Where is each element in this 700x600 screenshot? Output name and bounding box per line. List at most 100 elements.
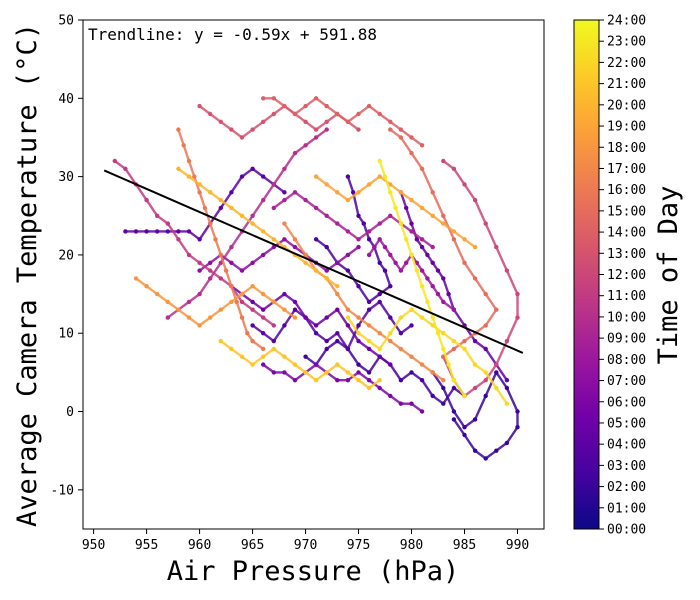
- data-trace-segment: [405, 206, 413, 225]
- data-trace-segment: [230, 230, 244, 249]
- data-trace-segment: [484, 371, 498, 390]
- x-tick-label: 950: [82, 538, 105, 553]
- colorbar-tick-label: 23:00: [607, 35, 646, 50]
- data-trace-segment: [325, 308, 339, 319]
- data-trace-segment: [346, 324, 360, 343]
- data-trace-segment: [410, 355, 424, 366]
- data-trace-segment: [208, 253, 223, 264]
- y-tick-label: 50: [58, 14, 74, 29]
- data-trace-segment: [383, 175, 392, 194]
- colorbar-tick-label: 07:00: [607, 374, 646, 389]
- data-trace-segment: [214, 238, 223, 257]
- colorbar-tick-label: 18:00: [607, 141, 646, 156]
- data-trace-segment: [346, 308, 360, 319]
- data-trace-segment: [314, 332, 328, 343]
- colorbar-tick-label: 06:00: [607, 395, 646, 410]
- x-tick-label: 965: [241, 538, 264, 553]
- data-trace-segment: [283, 308, 297, 319]
- colorbar-tick-label: 04:00: [607, 438, 646, 453]
- data-trace-segment: [442, 386, 456, 413]
- data-trace-segment: [378, 355, 392, 366]
- colorbar-tick-label: 05:00: [607, 416, 646, 431]
- data-point: [451, 307, 457, 312]
- data-trace-segment: [193, 175, 201, 194]
- data-trace-segment: [442, 332, 456, 343]
- data-trace-segment: [357, 183, 371, 194]
- data-trace-segment: [262, 183, 275, 202]
- data-trace-segment: [505, 386, 519, 413]
- colorbar-tick-label: 09:00: [607, 332, 646, 347]
- colorbar-tick-label: 10:00: [607, 310, 646, 325]
- colorbar-tick-label: 03:00: [607, 459, 646, 474]
- data-trace-segment: [336, 332, 350, 351]
- data-trace-segment: [177, 308, 191, 319]
- data-trace-segment: [219, 253, 228, 272]
- y-tick-label: 10: [58, 327, 74, 342]
- data-trace-segment: [431, 191, 445, 218]
- data-trace-segment: [389, 191, 397, 210]
- data-trace-segment: [187, 253, 201, 264]
- data-trace-segment: [389, 363, 403, 382]
- data-trace-segment: [383, 269, 392, 288]
- data-trace-segment: [484, 363, 498, 382]
- data-trace-segment: [357, 332, 371, 343]
- data-trace-segment: [187, 230, 201, 241]
- data-trace-segment: [283, 104, 297, 116]
- data-trace-segment: [420, 167, 434, 194]
- x-tick-label: 955: [135, 538, 158, 553]
- data-trace-segment: [293, 238, 307, 257]
- data-trace-segment: [452, 238, 466, 264]
- x-tick-label: 960: [188, 538, 211, 553]
- data-trace-segment: [463, 386, 477, 398]
- data-trace-segment: [473, 198, 487, 225]
- data-trace-segment: [410, 308, 424, 319]
- y-tick-label: -10: [51, 483, 74, 498]
- data-trace-segment: [426, 300, 434, 319]
- colorbar-tick-label: 14:00: [607, 226, 646, 241]
- data-trace-segment: [367, 355, 381, 374]
- data-point: [451, 417, 457, 422]
- data-trace-segment: [325, 332, 339, 343]
- y-axis-label: Average Camera Temperature (°C): [12, 23, 43, 527]
- data-trace-segment: [283, 151, 297, 171]
- data-trace-segment: [442, 386, 456, 405]
- data-trace-segment: [452, 410, 466, 429]
- data-trace-segment: [389, 183, 403, 194]
- data-point: [441, 378, 446, 383]
- data-point: [271, 323, 276, 328]
- data-trace-segment: [251, 308, 265, 319]
- data-trace-segment: [367, 104, 381, 116]
- colorbar-tick-label: 11:00: [607, 289, 646, 304]
- data-trace-segment: [378, 159, 387, 178]
- y-tick-label: 40: [58, 92, 74, 107]
- data-trace-segment: [336, 292, 350, 311]
- data-trace-segment: [208, 308, 223, 319]
- data-trace-segment: [484, 222, 498, 249]
- data-trace-segment: [262, 230, 275, 241]
- colorbar-tick-label: 12:00: [607, 268, 646, 283]
- data-trace-segment: [346, 230, 360, 241]
- data-trace-segment: [177, 238, 191, 257]
- data-point: [504, 401, 510, 406]
- data-trace-segment: [293, 253, 307, 264]
- data-trace-segment: [325, 183, 339, 194]
- data-point: [472, 244, 478, 250]
- data-trace-segment: [224, 269, 233, 288]
- data-trace-segment: [208, 261, 223, 280]
- data-trace-segment: [230, 128, 244, 139]
- trendline: [103, 169, 524, 354]
- data-point: [388, 362, 393, 367]
- x-tick-label: 970: [294, 538, 317, 553]
- data-trace-segment: [410, 151, 424, 171]
- colorbar-tick-label: 16:00: [607, 183, 646, 198]
- data-trace-segment: [473, 277, 487, 296]
- data-trace-segment: [272, 167, 286, 186]
- data-trace-segment: [405, 238, 413, 257]
- data-trace-segment: [357, 308, 371, 327]
- colorbar-ticks: 00:00 01:00 02:00 03:00 04:00 05:00 06:00 07:00…: [599, 14, 646, 538]
- data-point: [409, 323, 414, 328]
- data-trace-segment: [240, 355, 254, 366]
- x-axis-ticks: 950 955 960 965 970 975 980 985 990: [82, 529, 529, 553]
- data-trace-segment: [484, 371, 498, 398]
